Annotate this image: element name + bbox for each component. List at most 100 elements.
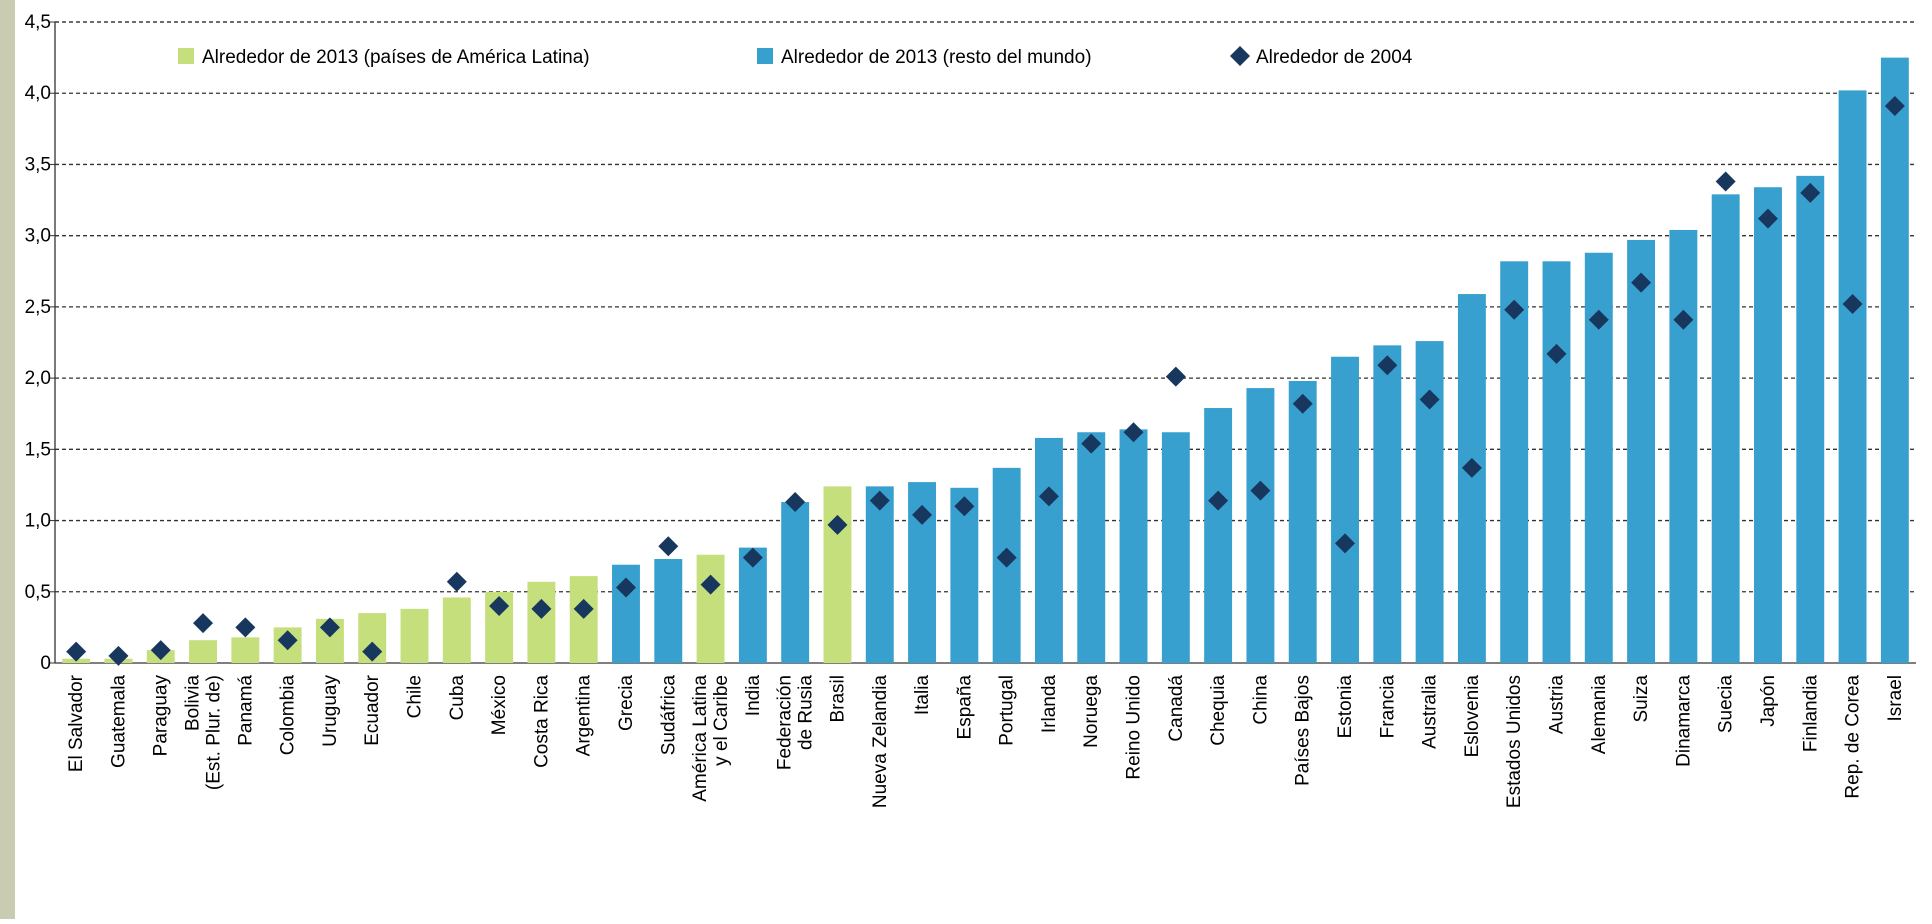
x-tick-label: Grecia	[616, 675, 637, 731]
bar	[231, 637, 260, 663]
x-tick-label: Chequia	[1208, 675, 1229, 746]
marker	[1757, 208, 1778, 229]
x-tick-label: Dinamarca	[1673, 675, 1694, 767]
marker	[66, 641, 87, 662]
marker	[277, 630, 298, 651]
x-tick-label: Alemania	[1589, 675, 1610, 755]
marker	[742, 547, 763, 568]
marker	[700, 574, 721, 595]
marker	[785, 492, 806, 513]
legend-swatch	[1230, 46, 1250, 66]
x-tick-label: Israel	[1885, 675, 1906, 721]
x-tick-label: y el Caribe	[711, 675, 732, 766]
x-tick-label: Sudáfrica	[658, 675, 679, 756]
bar	[823, 486, 852, 663]
marker	[1800, 182, 1821, 203]
bar	[527, 581, 556, 663]
marker	[912, 504, 933, 525]
bar	[1119, 429, 1148, 663]
marker	[1292, 393, 1313, 414]
x-tick-label: Estados Unidos	[1504, 675, 1525, 808]
marker	[954, 496, 975, 517]
x-tick-label: España	[954, 675, 975, 740]
bar	[865, 486, 894, 663]
marker	[1081, 433, 1102, 454]
bar	[654, 559, 683, 663]
marker	[615, 577, 636, 598]
x-tick-label: Panamá	[235, 675, 256, 746]
marker	[1546, 343, 1567, 364]
x-tick-label: Rep. de Corea	[1843, 675, 1864, 799]
bar	[781, 502, 810, 663]
legend-label: Alrededor de 2013 (resto del mundo)	[781, 47, 1092, 68]
marker	[1208, 490, 1229, 511]
marker	[1335, 533, 1356, 554]
marker	[869, 490, 890, 511]
marker	[1631, 272, 1652, 293]
x-tick-label: Bolivia	[183, 675, 204, 731]
bar	[1754, 187, 1782, 664]
marker	[1419, 389, 1440, 410]
x-tick-label: Irlanda	[1039, 675, 1060, 734]
y-tick-label: 3,5	[25, 154, 51, 175]
marker	[1123, 422, 1144, 443]
bar	[569, 576, 598, 663]
x-tick-label: Federación	[775, 675, 796, 770]
x-tick-label: Ecuador	[362, 674, 383, 745]
x-tick-label: Reino Unido	[1124, 675, 1145, 780]
x-tick-label: Estonia	[1335, 675, 1356, 739]
legend-swatch	[757, 48, 773, 64]
x-tick-label: México	[489, 675, 510, 735]
bar	[696, 554, 725, 663]
y-tick-label: 0	[40, 653, 51, 674]
y-tick-label: 1,5	[25, 439, 51, 460]
bar	[189, 640, 217, 663]
y-tick-label: 4,5	[25, 12, 51, 33]
x-tick-label: Italia	[912, 675, 933, 716]
bar	[1542, 261, 1571, 663]
y-tick-label: 3,0	[25, 226, 51, 247]
bar	[1373, 345, 1402, 663]
marker	[193, 613, 214, 634]
marker	[658, 536, 679, 557]
bar	[1711, 194, 1740, 663]
legend-swatch	[178, 48, 194, 64]
x-tick-label: América Latina	[690, 675, 711, 802]
marker	[1461, 457, 1482, 478]
bar	[1204, 408, 1233, 663]
bar	[1246, 388, 1275, 663]
marker	[319, 617, 340, 638]
marker	[362, 641, 383, 662]
x-tick-label: Portugal	[997, 675, 1018, 746]
marker	[827, 514, 848, 535]
marker	[531, 598, 552, 619]
marker	[1038, 486, 1059, 507]
bar	[1796, 175, 1825, 663]
marker	[1377, 355, 1398, 376]
marker	[446, 571, 467, 592]
x-tick-label: de Rusia	[796, 675, 817, 750]
y-tick-label: 1,0	[25, 511, 51, 532]
marker	[573, 598, 594, 619]
x-tick-label: Nueva Zelandia	[870, 675, 891, 809]
marker	[1842, 294, 1863, 315]
marker	[996, 547, 1017, 568]
x-tick-label: Uruguay	[320, 675, 341, 747]
bar	[1161, 432, 1190, 663]
x-tick-label: Paraguay	[151, 675, 172, 757]
y-tick-label: 2,0	[25, 368, 51, 389]
legend-label: Alrededor de 2013 (países de América Lat…	[202, 47, 590, 68]
x-tick-label: Cuba	[447, 675, 468, 721]
bar	[1077, 432, 1106, 663]
x-tick-label: Costa Rica	[531, 675, 552, 768]
x-tick-label: Suiza	[1631, 675, 1652, 723]
x-tick-label: Argentina	[574, 675, 595, 757]
marker	[1884, 96, 1905, 117]
x-tick-label: Francia	[1377, 675, 1398, 739]
marker	[1715, 171, 1736, 192]
bar	[1627, 239, 1656, 663]
x-tick-label: Finlandia	[1800, 675, 1821, 753]
marker	[1588, 309, 1609, 330]
